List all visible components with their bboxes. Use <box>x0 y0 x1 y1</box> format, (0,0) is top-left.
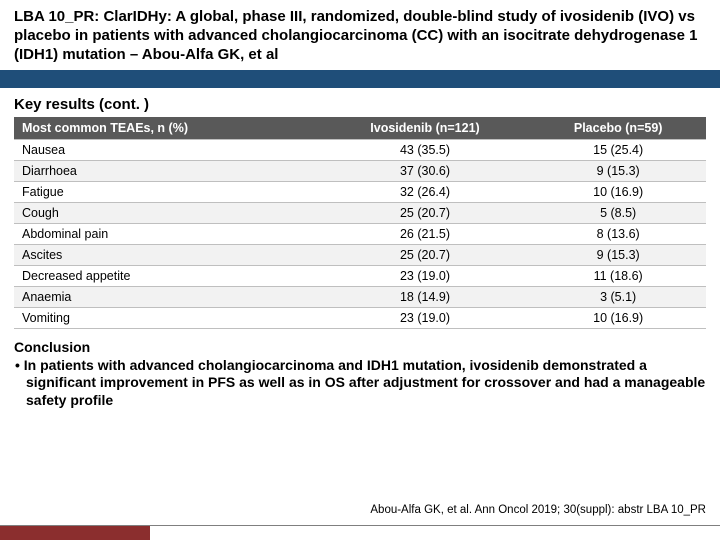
header-blue-bar <box>0 70 720 88</box>
teae-table: Most common TEAEs, n (%) Ivosidenib (n=1… <box>14 117 706 329</box>
cell-placebo: 9 (15.3) <box>530 161 706 182</box>
cell-teae: Vomiting <box>14 308 320 329</box>
footer-red-bar <box>0 526 150 540</box>
table-row: Diarrhoea37 (30.6)9 (15.3) <box>14 161 706 182</box>
cell-ivo: 26 (21.5) <box>320 224 531 245</box>
cell-ivo: 18 (14.9) <box>320 287 531 308</box>
col-header-teae: Most common TEAEs, n (%) <box>14 117 320 140</box>
cell-ivo: 43 (35.5) <box>320 140 531 161</box>
cell-teae: Cough <box>14 203 320 224</box>
citation-text: Abou-Alfa GK, et al. Ann Oncol 2019; 30(… <box>370 504 706 516</box>
cell-placebo: 3 (5.1) <box>530 287 706 308</box>
table-row: Fatigue32 (26.4)10 (16.9) <box>14 182 706 203</box>
cell-teae: Fatigue <box>14 182 320 203</box>
cell-placebo: 10 (16.9) <box>530 308 706 329</box>
cell-teae: Ascites <box>14 245 320 266</box>
cell-teae: Decreased appetite <box>14 266 320 287</box>
table-row: Nausea43 (35.5)15 (25.4) <box>14 140 706 161</box>
table-row: Abdominal pain26 (21.5)8 (13.6) <box>14 224 706 245</box>
cell-placebo: 5 (8.5) <box>530 203 706 224</box>
table-body: Nausea43 (35.5)15 (25.4)Diarrhoea37 (30.… <box>14 140 706 329</box>
col-header-placebo: Placebo (n=59) <box>530 117 706 140</box>
cell-teae: Nausea <box>14 140 320 161</box>
cell-teae: Anaemia <box>14 287 320 308</box>
cell-teae: Diarrhoea <box>14 161 320 182</box>
cell-placebo: 8 (13.6) <box>530 224 706 245</box>
table-row: Ascites25 (20.7)9 (15.3) <box>14 245 706 266</box>
conclusion-block: Conclusion • In patients with advanced c… <box>14 339 706 409</box>
cell-ivo: 23 (19.0) <box>320 266 531 287</box>
cell-ivo: 25 (20.7) <box>320 203 531 224</box>
slide-title: LBA 10_PR: ClarIDHy: A global, phase III… <box>14 8 706 64</box>
table-row: Cough25 (20.7)5 (8.5) <box>14 203 706 224</box>
teae-table-wrap: Most common TEAEs, n (%) Ivosidenib (n=1… <box>14 117 706 329</box>
conclusion-heading: Conclusion <box>14 339 706 357</box>
table-row: Decreased appetite23 (19.0)11 (18.6) <box>14 266 706 287</box>
slide-header: LBA 10_PR: ClarIDHy: A global, phase III… <box>0 0 720 70</box>
cell-placebo: 10 (16.9) <box>530 182 706 203</box>
cell-ivo: 25 (20.7) <box>320 245 531 266</box>
key-results-subtitle: Key results (cont. ) <box>14 96 706 113</box>
cell-teae: Abdominal pain <box>14 224 320 245</box>
table-row: Anaemia18 (14.9)3 (5.1) <box>14 287 706 308</box>
table-row: Vomiting23 (19.0)10 (16.9) <box>14 308 706 329</box>
table-header-row: Most common TEAEs, n (%) Ivosidenib (n=1… <box>14 117 706 140</box>
cell-placebo: 11 (18.6) <box>530 266 706 287</box>
cell-ivo: 32 (26.4) <box>320 182 531 203</box>
cell-placebo: 15 (25.4) <box>530 140 706 161</box>
cell-ivo: 37 (30.6) <box>320 161 531 182</box>
col-header-ivo: Ivosidenib (n=121) <box>320 117 531 140</box>
conclusion-bullet: • In patients with advanced cholangiocar… <box>14 357 706 410</box>
cell-ivo: 23 (19.0) <box>320 308 531 329</box>
cell-placebo: 9 (15.3) <box>530 245 706 266</box>
